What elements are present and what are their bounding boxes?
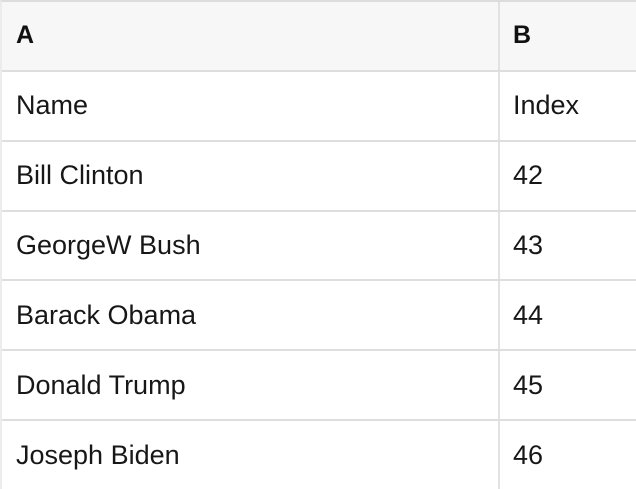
cell-a4[interactable]: Barack Obama: [16, 299, 197, 330]
column-header-b[interactable]: B: [498, 2, 636, 70]
cell-a2[interactable]: Bill Clinton: [16, 160, 144, 191]
cell-b3[interactable]: 43: [498, 211, 636, 280]
table-row: Name Index: [2, 69, 636, 140]
cell-a5[interactable]: Donald Trump: [16, 369, 186, 400]
cell-a6[interactable]: Joseph Biden: [16, 439, 180, 470]
table-row: Bill Clinton 42: [2, 139, 636, 210]
cell-b6[interactable]: 46: [498, 421, 636, 489]
table-row: Barack Obama 44: [2, 279, 636, 350]
cell-a1[interactable]: Name: [16, 90, 89, 121]
cell-a3[interactable]: GeorgeW Bush: [16, 230, 201, 260]
column-header-row: A B: [2, 2, 636, 70]
table-row: Donald Trump 45: [2, 349, 636, 420]
cell-b2[interactable]: 42: [498, 141, 636, 210]
table-row: Joseph Biden 46: [2, 419, 636, 489]
table-row: GeorgeW Bush 43: [2, 209, 636, 280]
cell-b4[interactable]: 44: [498, 281, 636, 350]
column-header-a[interactable]: A: [16, 21, 35, 50]
cell-b5[interactable]: 45: [498, 351, 636, 420]
cell-b1[interactable]: Index: [498, 71, 636, 140]
